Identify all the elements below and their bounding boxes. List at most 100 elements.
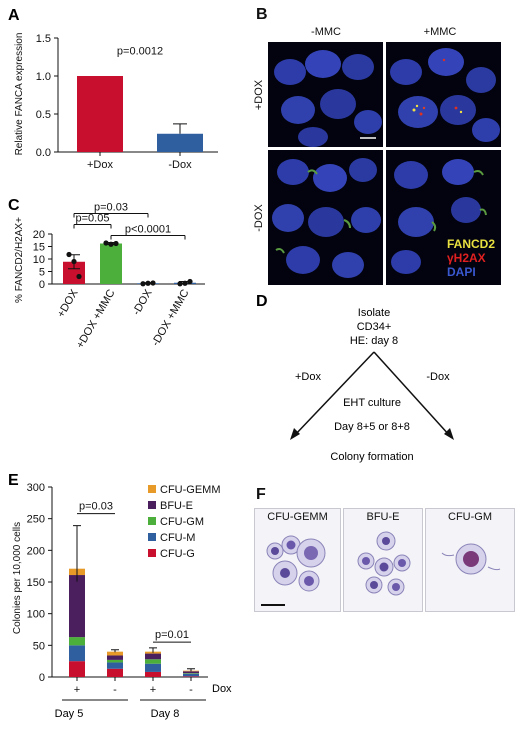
panel-b-col-label: +MMC: [423, 26, 457, 38]
micrograph-dox-pos-mmc-neg: [268, 42, 383, 147]
arrow-dox-neg: [373, 351, 451, 437]
workflow-step-text: Isolate: [358, 307, 390, 319]
colony-image-cfu-gm: CFU-GM: [425, 508, 515, 612]
stacked-bar-segment: [69, 661, 85, 677]
p-value-label: p=0.01: [155, 629, 189, 641]
y-tick-label: 250: [27, 514, 45, 526]
group-label-day5: Day 5: [55, 708, 84, 720]
y-tick-label: 1.5: [36, 33, 51, 45]
colony-image-bfu-e: BFU-E: [343, 508, 423, 612]
panel-c-ylabel: % FANCD2/H2AX+: [14, 217, 25, 303]
stacked-bar-segment: [107, 659, 123, 663]
legend-swatch: [148, 485, 156, 493]
workflow-step-text: CD34+: [357, 321, 392, 333]
panel-c-letter: C: [8, 197, 20, 214]
panel-d: D Isolate CD34+ HE: day 8 +Dox -Dox EHT …: [250, 290, 520, 480]
p-value-label: p=0.03: [79, 501, 113, 513]
panel-e-letter: E: [8, 472, 19, 489]
legend-fancd2: FANCD2: [446, 237, 495, 251]
x-tick-label: +DOX +MMC: [74, 287, 117, 350]
y-tick-label: 0: [39, 279, 45, 291]
data-point: [140, 281, 146, 287]
colony-image-cfu-gemm: CFU-GEMM: [254, 508, 341, 612]
data-point: [187, 278, 193, 285]
bar: [100, 243, 122, 284]
stacked-bar-segment: [183, 673, 199, 674]
y-tick-label: 0.5: [36, 109, 51, 121]
arrowhead-dox-neg: [444, 428, 454, 440]
panel-f-letter: F: [256, 486, 266, 503]
data-point: [145, 280, 151, 286]
stacked-bar-segment: [107, 668, 123, 677]
data-point: [108, 241, 114, 247]
stacked-bar-segment: [107, 662, 123, 669]
panel-b-row-label: +DOX: [253, 79, 266, 110]
p-value-label: p=0.03: [94, 202, 128, 214]
workflow-step-text: Day 8+5 or 8+8: [334, 421, 410, 433]
legend-label: BFU-E: [160, 500, 193, 512]
y-tick-label: 300: [27, 482, 45, 494]
bar: [77, 76, 123, 152]
legend-label: CFU-G: [160, 548, 195, 560]
stacked-bar-segment: [69, 645, 85, 662]
data-point: [71, 258, 77, 265]
legend-swatch: [148, 501, 156, 509]
y-tick-label: 50: [33, 640, 45, 652]
y-tick-label: 5: [39, 267, 45, 279]
p-value-label: p=0.05: [76, 213, 110, 225]
workflow-step-text: Colony formation: [330, 451, 413, 463]
stacked-bar-segment: [107, 651, 123, 656]
stacked-bar-segment: [183, 671, 199, 674]
y-tick-label: 15: [33, 242, 45, 254]
x-tick-label: -DOX: [130, 287, 154, 317]
p-value-annotation: p=0.0012: [117, 46, 163, 58]
panel-a-chart: A Relative FANCA expression 0.0 0.5 1.0 1.5…: [8, 7, 218, 171]
panel-b-letter: B: [256, 6, 268, 23]
p-value-label: p<0.0001: [125, 224, 171, 236]
panel-b-row-label: -DOX: [253, 203, 265, 232]
panel-f: F CFU-GEMM BFU-E CFU-GM: [250, 480, 520, 615]
workflow-label-dox-neg: -Dox: [426, 371, 450, 383]
stacked-bar-segment: [183, 676, 199, 677]
y-tick-label: 0.0: [36, 147, 51, 159]
arrowhead-dox-pos: [290, 428, 300, 440]
panel-b: B -MMC +MMC +DOX -DOX: [250, 0, 520, 290]
y-tick-label: 100: [27, 609, 45, 621]
stacked-bar-segment: [145, 659, 161, 664]
panel-e-ylabel: Colonies per 10,000 cells: [12, 522, 23, 634]
group-label-day8: Day 8: [151, 708, 180, 720]
x-tick-label: -DOX +MMC: [150, 287, 192, 348]
workflow-step-text: EHT culture: [343, 397, 401, 409]
x-tick-label: +: [150, 684, 156, 696]
stacked-bar-segment: [107, 655, 123, 660]
panel-b-col-label: -MMC: [311, 26, 341, 38]
micrograph-dox-neg-mmc-pos: FANCD2 γH2AX DAPI: [386, 150, 501, 285]
micrograph-dox-neg-mmc-neg: [268, 150, 383, 285]
legend-label: CFU-M: [160, 532, 195, 544]
y-tick-label: 150: [27, 577, 45, 589]
y-tick-label: 10: [33, 254, 45, 266]
legend-dapi: DAPI: [446, 265, 476, 279]
legend-swatch: [148, 517, 156, 525]
x-tick-label: -Dox: [168, 159, 192, 171]
data-point: [177, 281, 183, 287]
panel-e-plot: 0 50 100 150 200 250 300 + - + - p=0.03 p=0.01 CFU-GE…: [27, 482, 221, 701]
panel-a-ylabel: Relative FANCA expression: [14, 33, 25, 156]
stacked-bar-segment: [69, 575, 85, 638]
colony-label: CFU-GM: [448, 511, 492, 523]
legend-label: CFU-GEMM: [160, 484, 221, 496]
y-tick-label: 0: [39, 672, 45, 684]
legend-swatch: [148, 549, 156, 557]
panel-c: C % FANCD2/H2AX+ 0 5 10 15 20 +DOX +DOX +MMC -D…: [0, 190, 250, 380]
stacked-bar-segment: [145, 663, 161, 672]
stacked-bar-segment: [183, 673, 199, 677]
y-tick-label: 1.0: [36, 71, 51, 83]
stacked-bar-segment: [69, 637, 85, 646]
panel-e: E Colonies per 10,000 cells Day 5 Day 8 …: [0, 465, 250, 731]
x-tick-label: +DOX: [55, 287, 81, 320]
stacked-bar-segment: [145, 653, 161, 660]
colony-label: CFU-GEMM: [267, 511, 328, 523]
y-tick-label: 20: [33, 229, 45, 241]
bar: [157, 133, 203, 152]
